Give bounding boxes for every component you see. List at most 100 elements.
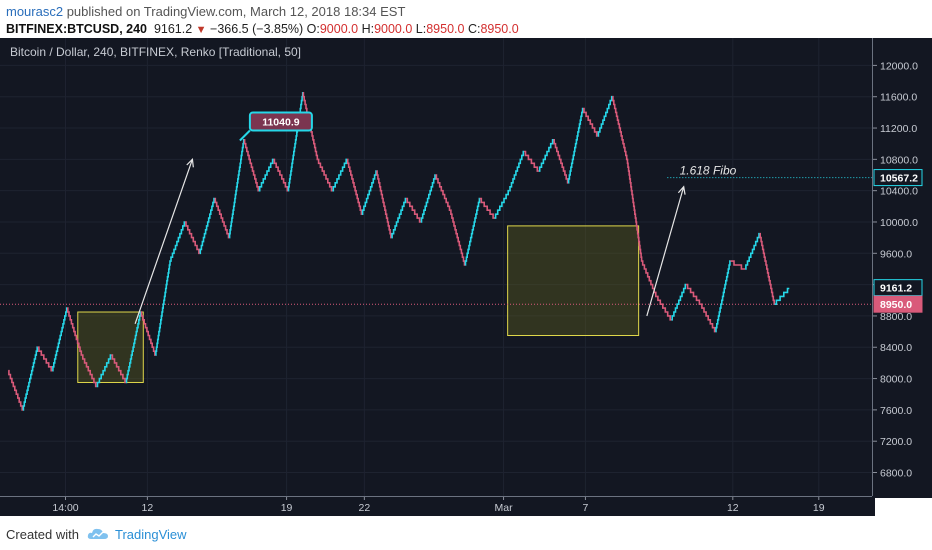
tradingview-logo-icon [87, 528, 108, 539]
renko-segment-down [450, 209, 466, 266]
renko-segment-up [155, 260, 171, 356]
price-change: −366.5 (−3.85%) [210, 22, 304, 36]
arrow-head [677, 185, 686, 195]
y-tick-label: 6800.0 [880, 468, 912, 480]
renko-segment-down [111, 354, 127, 384]
highlight-box[interactable] [507, 225, 640, 337]
x-tick-label: 19 [281, 502, 293, 514]
renko-segment-down [214, 197, 230, 239]
low-label: L: [415, 22, 427, 36]
renko-segment-up [509, 150, 525, 192]
y-tick-label: 10800.0 [880, 154, 918, 166]
x-tick-label: 14:00 [52, 502, 78, 514]
y-tick-label: 9600.0 [880, 248, 912, 260]
y-tick-label: 7600.0 [880, 405, 912, 417]
chart-header: mourasc2 published on TradingView.com, M… [6, 2, 926, 38]
y-tick-label: 7200.0 [880, 436, 912, 448]
renko-segment-down [730, 260, 746, 270]
callout-label: 11040.9 [262, 116, 300, 128]
callout-pointer [239, 129, 251, 142]
renko-segment-up [391, 197, 407, 239]
y-tick-label: 11200.0 [880, 123, 917, 135]
footer: Created with TradingView [6, 522, 187, 546]
x-tick-label: 12 [142, 502, 154, 514]
renko-segment-down [81, 354, 97, 388]
low-value: 8950.0 [426, 22, 465, 36]
renko-segment-down [317, 158, 333, 192]
trend-arrow[interactable] [134, 159, 193, 324]
renko-segment-down [626, 158, 643, 262]
renko-segment-down [37, 346, 53, 372]
renko-segment-down [583, 107, 598, 137]
renko-segment-down [8, 369, 23, 411]
renko-segment-up [199, 197, 215, 255]
last-price: 9161.2 [153, 22, 193, 36]
x-tick-label: 19 [813, 502, 825, 514]
chart-background [0, 38, 932, 516]
renko-segment-down [759, 232, 775, 305]
renko-segment-up [332, 158, 348, 192]
symbol-label[interactable]: BITFINEX:BTCUSD, 240 [6, 22, 147, 36]
close-price-tag: 8950.0 [880, 299, 912, 311]
axis-corner [875, 498, 932, 516]
symbol-line: BITFINEX:BTCUSD, 240 9161.2 ▼ −366.5 (−3… [6, 22, 519, 36]
tradingview-link[interactable]: TradingView [114, 526, 187, 542]
chart-area[interactable]: 12000.0 11600.0 11200.0 10800.0 10400.0 10000… [0, 38, 932, 516]
down-triangle-icon: ▼ [195, 24, 207, 36]
published-text: published on TradingView.com, March 12, … [66, 4, 406, 19]
renko-segment-up [96, 354, 112, 388]
y-tick-label: 12000.0 [880, 60, 918, 72]
x-tick-label: 12 [727, 502, 739, 514]
current-price-tag: 9161.2 [880, 283, 912, 295]
chart-title: Bitcoin / Dollar, 240, BITFINEX, Renko [… [10, 45, 301, 59]
renko-segment-up [538, 139, 554, 172]
x-tick-label: Mar [495, 502, 514, 514]
renko-segment-down [346, 158, 363, 215]
created-with-text: Created with [6, 526, 79, 542]
y-tick-label: 8400.0 [880, 342, 912, 354]
current-price-tag-box [873, 279, 923, 297]
fibo-label: 1.618 Fibo [680, 164, 737, 178]
renko-segment-up [258, 158, 274, 192]
high-label: H: [361, 22, 375, 36]
fibo-price-tag-box [873, 169, 923, 187]
renko-segment-down [612, 95, 628, 161]
renko-segment-up [420, 174, 436, 223]
renko-segment-down [376, 170, 392, 239]
callout-box[interactable] [248, 111, 313, 132]
arrow-head [186, 158, 194, 168]
renko-segment-down [435, 174, 451, 211]
author-link[interactable]: mourasc2 [6, 4, 64, 19]
renko-segment-up [228, 139, 245, 239]
renko-segment-down [140, 311, 156, 356]
trend-arrow[interactable] [646, 186, 685, 317]
renko-segment-down [243, 139, 259, 192]
publish-line: mourasc2 published on TradingView.com, M… [6, 4, 405, 19]
renko-segment-up [125, 311, 142, 384]
close-label: C: [467, 22, 481, 36]
renko-segment-up [464, 197, 481, 266]
renko-segment-down [273, 158, 289, 192]
renko-segment-up [22, 346, 38, 411]
x-tick-label: 7 [583, 502, 589, 514]
renko-segment-down [67, 307, 83, 356]
renko-chart[interactable]: 12000.0 11600.0 11200.0 10800.0 10400.0 10000… [0, 38, 932, 516]
renko-segment-down [406, 197, 421, 223]
x-tick-label: 22 [359, 502, 371, 514]
y-tick-label: 8000.0 [880, 374, 912, 386]
renko-segment-down [524, 150, 539, 172]
renko-segment-up [361, 170, 377, 215]
y-tick-label: 10000.0 [880, 217, 918, 229]
y-tick-label: 11600.0 [880, 92, 917, 104]
renko-segment-up [774, 287, 790, 305]
renko-segment-down [656, 295, 672, 321]
fibo-price-tag: 10567.2 [880, 173, 918, 185]
renko-segment-down [479, 197, 495, 219]
renko-segment-up [567, 107, 584, 184]
open-value: 9000.0 [319, 22, 359, 36]
close-value: 8950.0 [480, 22, 519, 36]
renko-segment-down [686, 283, 701, 305]
renko-segment-down [185, 221, 200, 255]
renko-segment-up [597, 95, 613, 137]
high-value: 9000.0 [374, 22, 413, 36]
